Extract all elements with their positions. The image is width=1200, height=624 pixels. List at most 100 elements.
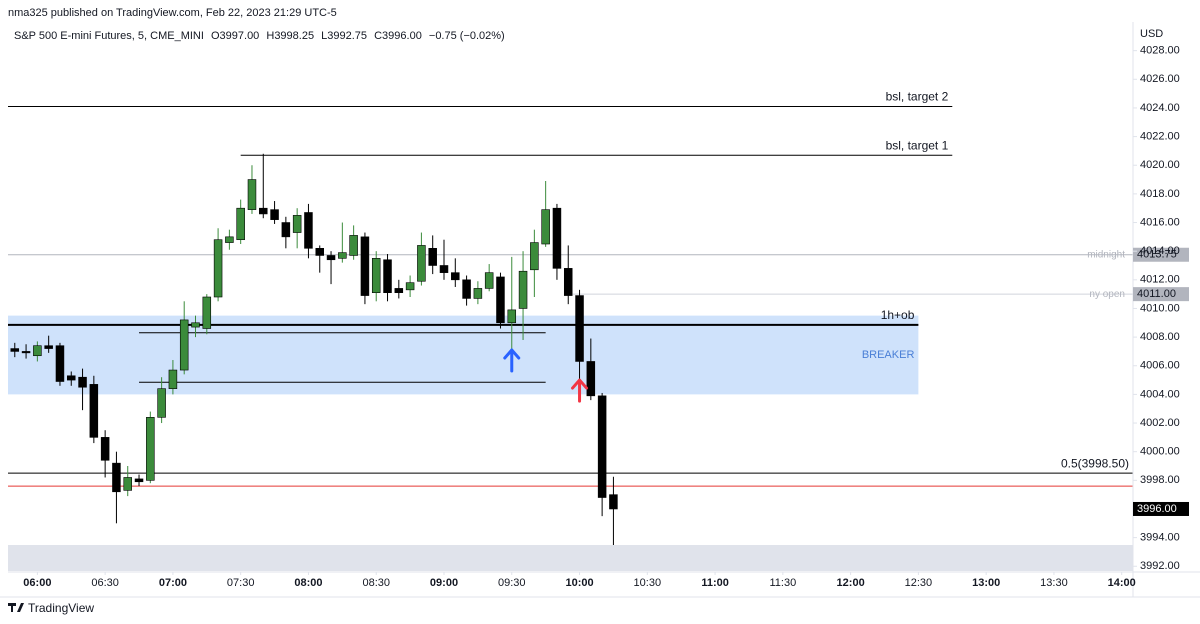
x-tick-label: 12:00 xyxy=(837,577,865,589)
level-label: bsl, target 2 xyxy=(886,90,949,104)
candle-body xyxy=(225,236,234,243)
y-tick-label: 3998.00 xyxy=(1140,474,1180,486)
candle-body xyxy=(360,236,370,296)
x-tick-label: 10:30 xyxy=(634,577,662,589)
x-tick-label: 13:30 xyxy=(1040,577,1068,589)
candle-body xyxy=(507,309,517,324)
candle-body xyxy=(326,255,336,261)
price-tag xyxy=(1133,287,1189,302)
x-tick-label: 14:00 xyxy=(1108,577,1136,589)
x-tick-label: 09:00 xyxy=(430,577,458,589)
candle-body xyxy=(168,369,178,389)
candle-body xyxy=(586,361,596,397)
arrow xyxy=(571,378,589,403)
low-text: L3992.75 xyxy=(321,30,367,42)
y-tick-label: 4024.00 xyxy=(1140,102,1180,114)
candle-body xyxy=(473,288,483,299)
y-tick-label: 4022.00 xyxy=(1140,130,1180,142)
x-tick-label: 07:30 xyxy=(227,577,255,589)
candle-body xyxy=(405,282,415,291)
x-tick-label: 12:30 xyxy=(905,577,933,589)
x-tick-label: 10:00 xyxy=(565,577,593,589)
candle-body xyxy=(428,248,437,266)
x-tick-label: 06:30 xyxy=(91,577,119,589)
candle-body xyxy=(462,279,471,299)
candle-body xyxy=(157,388,166,418)
open-text: O3997.00 xyxy=(211,30,259,42)
candle-body xyxy=(597,395,607,498)
candle-body xyxy=(484,272,494,289)
candle-body xyxy=(394,288,404,294)
y-tick-label: 4028.00 xyxy=(1140,45,1180,57)
publisher: nma325 published on TradingView.com, Feb… xyxy=(8,7,337,19)
y-tick-label: 3992.00 xyxy=(1140,560,1180,572)
candle-body xyxy=(270,209,279,220)
y-tick-label: 4012.00 xyxy=(1140,274,1180,286)
brand: TradingView xyxy=(28,601,94,615)
currency: USD xyxy=(1140,28,1163,40)
x-tick-label: 08:30 xyxy=(362,577,390,589)
y-tick-label: 4016.00 xyxy=(1140,216,1180,228)
candle-body xyxy=(552,207,562,269)
x-tick-label: 09:30 xyxy=(498,577,526,589)
candle-body xyxy=(349,235,358,256)
candle-body xyxy=(247,179,257,210)
y-tick-label: 4002.00 xyxy=(1140,417,1180,429)
candle-body xyxy=(112,462,121,493)
symbol: S&P 500 E-mini Futures, 5, CME_MINI xyxy=(14,30,204,42)
x-tick-label: 07:00 xyxy=(159,577,187,589)
candle-body xyxy=(281,222,291,238)
y-tick-label: 4026.00 xyxy=(1140,73,1180,85)
candle-body xyxy=(179,319,189,371)
candle-body xyxy=(10,348,20,352)
candle-body xyxy=(123,477,132,491)
candle-body xyxy=(259,207,268,215)
high-text: H3998.25 xyxy=(266,30,314,42)
level-label: midnight xyxy=(1087,249,1125,260)
last-price-label: 3996.00 xyxy=(1137,503,1177,515)
level-label: 1h+ob xyxy=(881,308,915,322)
candle-body xyxy=(78,376,87,388)
x-tick-label: 06:00 xyxy=(23,577,51,589)
zone-label: BREAKER xyxy=(862,349,915,361)
y-tick-label: 4006.00 xyxy=(1140,360,1180,372)
change-text: −0.75 (−0.02%) xyxy=(429,30,505,42)
candle-body xyxy=(236,207,245,241)
brand-logo xyxy=(8,603,24,612)
candle-body xyxy=(202,296,212,329)
session-band xyxy=(8,545,1133,571)
candle-body xyxy=(21,351,31,354)
y-tick-label: 4008.00 xyxy=(1140,331,1180,343)
candle-body xyxy=(383,259,392,294)
candle-body xyxy=(417,245,426,282)
arrow xyxy=(503,348,521,373)
price-tag-label: 4011.00 xyxy=(1137,288,1176,300)
candle-body xyxy=(315,248,325,256)
y-tick-label: 4018.00 xyxy=(1140,188,1180,200)
candle-body xyxy=(89,384,99,438)
y-tick-label: 4010.00 xyxy=(1140,302,1180,314)
price-tag xyxy=(1133,247,1189,262)
level-label: bsl, target 1 xyxy=(886,138,949,152)
x-tick-label: 13:00 xyxy=(972,577,1000,589)
y-tick-label: 4020.00 xyxy=(1140,159,1180,171)
y-tick-label: 4000.00 xyxy=(1140,446,1180,458)
y-tick-label: 4014.00 xyxy=(1140,245,1180,257)
candle-body xyxy=(609,494,618,510)
candle-body xyxy=(541,209,550,245)
candle-body xyxy=(518,270,528,309)
candle-body xyxy=(146,417,155,481)
legend-line: S&P 500 E-mini Futures, 5, CME_MINI O399… xyxy=(14,30,505,42)
candle-body xyxy=(134,478,144,483)
plot: BREAKER bsl, target 2 bsl, target 1 1h+ob mi… xyxy=(8,90,1133,556)
candle-body xyxy=(33,345,42,357)
candle-body xyxy=(66,375,76,381)
y-tick-label: 3994.00 xyxy=(1140,532,1180,544)
candle-body xyxy=(371,258,381,294)
last-price-tag xyxy=(1133,501,1189,516)
candle-body xyxy=(451,272,460,281)
zone xyxy=(8,315,919,395)
y-tick-label: 4004.00 xyxy=(1140,388,1180,400)
